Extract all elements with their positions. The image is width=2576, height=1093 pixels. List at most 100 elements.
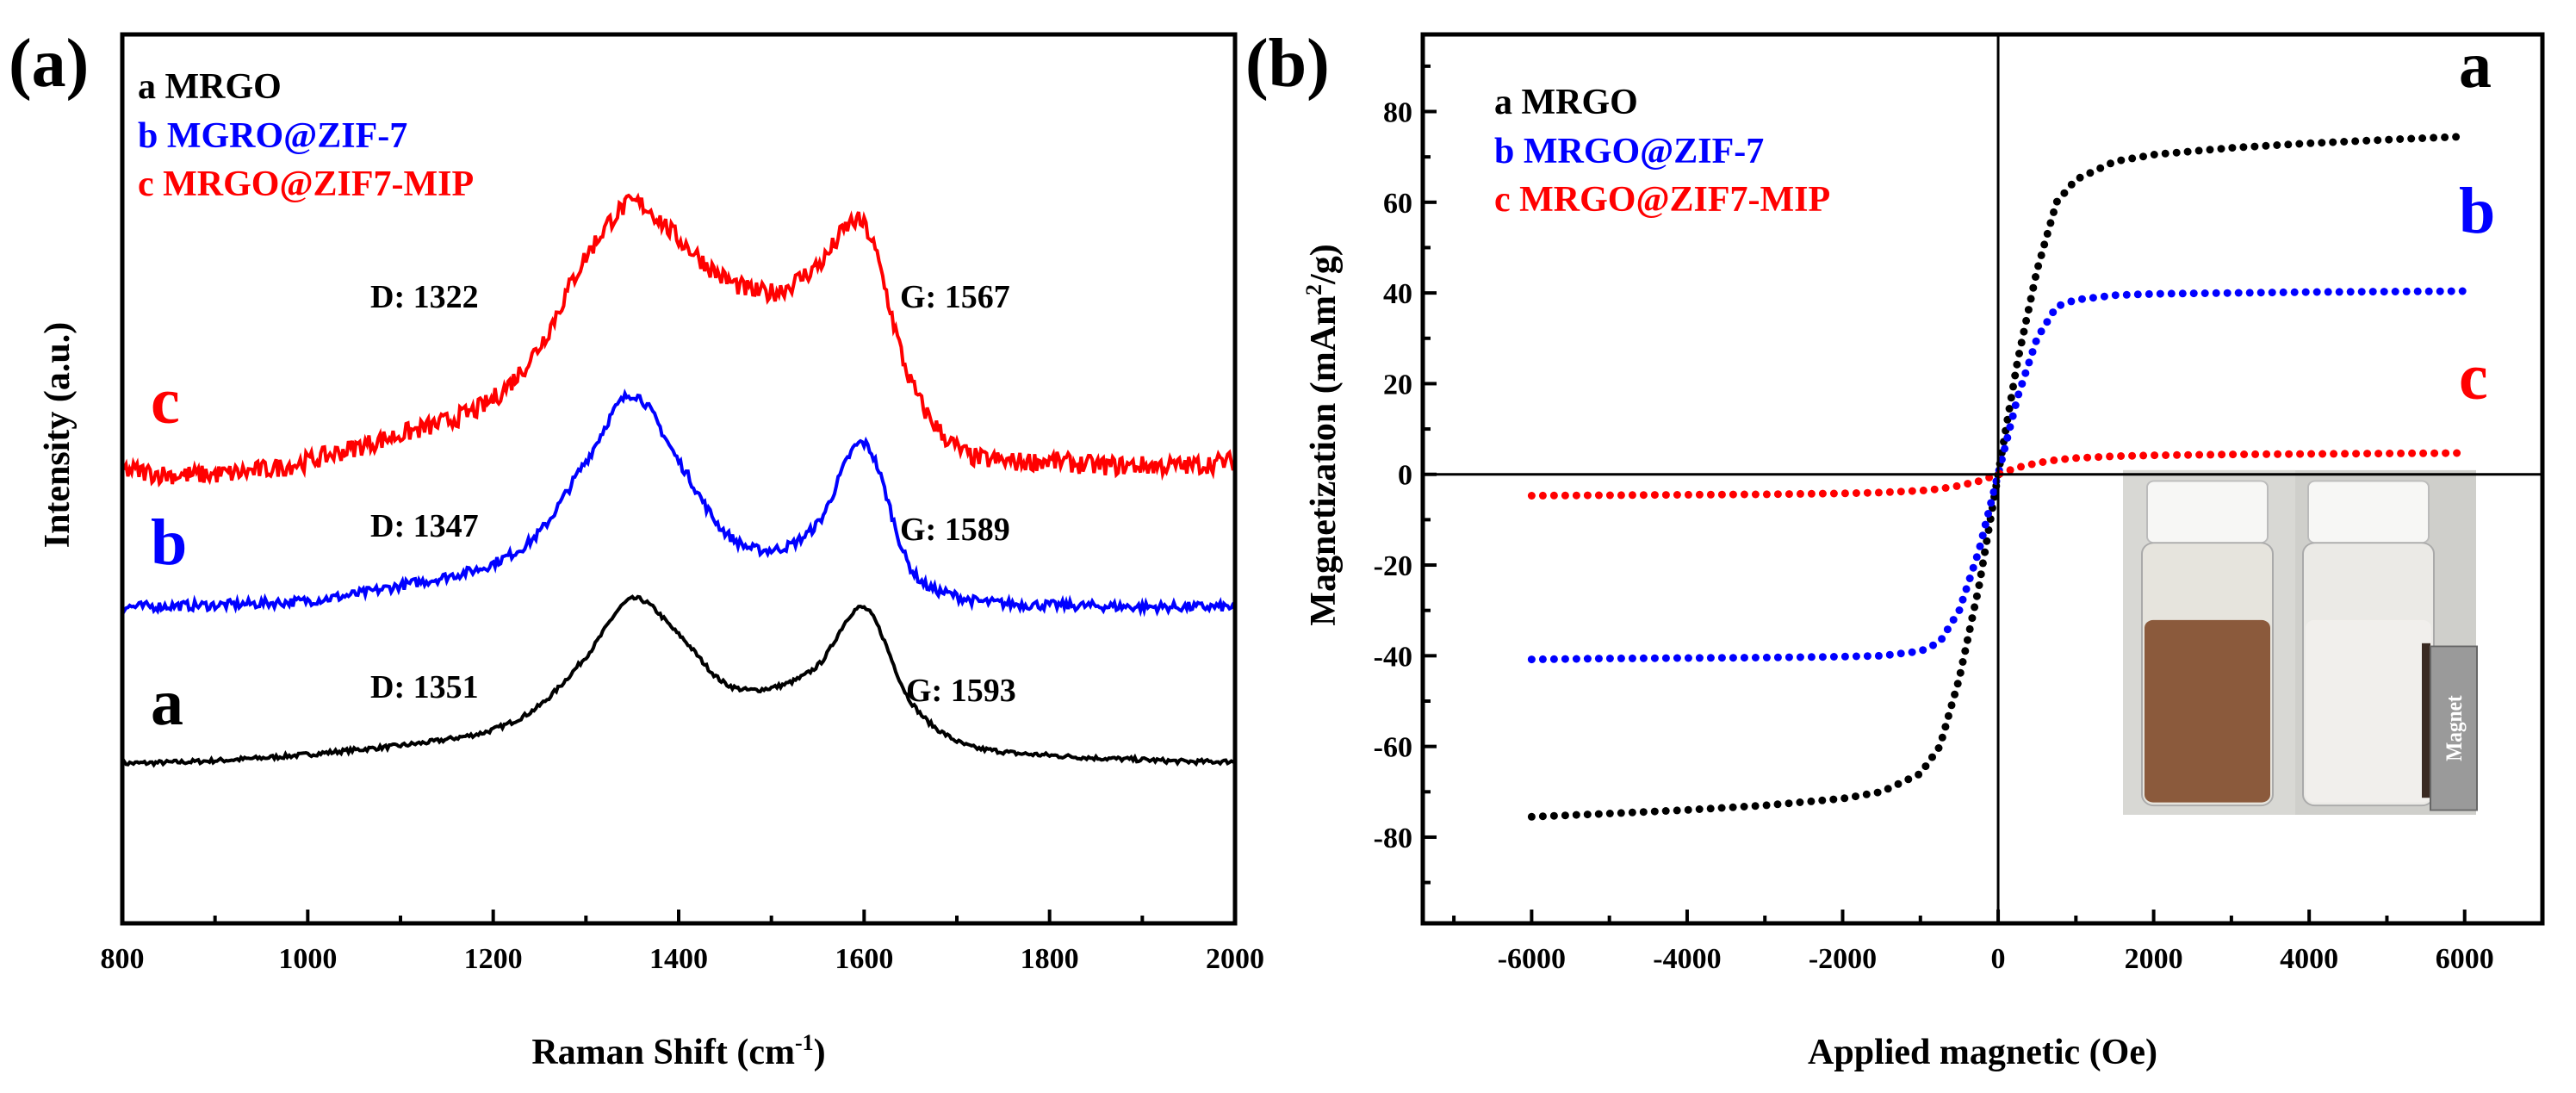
magnetization-point-b — [1762, 653, 1771, 661]
magnetization-point-c — [2195, 450, 2204, 459]
magnetization-point-b — [1572, 655, 1580, 663]
magnetization-point-a — [2183, 147, 2192, 156]
magnetization-point-b — [2156, 289, 2164, 298]
annotation-b-d: D: 1347 — [370, 508, 479, 544]
magnetization-point-c — [1650, 491, 1659, 500]
magnetization-point-c — [1773, 490, 1782, 499]
magnetization-point-a — [1695, 805, 1704, 813]
magnetization-point-c — [2240, 450, 2249, 458]
magnetization-point-a — [1796, 798, 1804, 806]
magnetization-point-a — [2032, 273, 2039, 281]
magnetization-point-a — [2239, 143, 2248, 152]
legend-b-c: c MRGO@ZIF7-MIP — [1494, 180, 1830, 220]
magnet-block — [2430, 645, 2478, 811]
y-tick-label: -80 — [1374, 823, 1412, 854]
magnetization-point-c — [2341, 450, 2349, 458]
magnetization-point-b — [1874, 651, 1883, 660]
legend-b: b MGRO@ZIF-7 — [138, 116, 407, 156]
magnetization-point-c — [1964, 480, 1972, 488]
magnetization-point-a — [1527, 812, 1536, 821]
magnetization-point-b — [1818, 653, 1827, 661]
magnetization-point-b — [1773, 653, 1782, 661]
panel-a-raman: (a) 800 1000 1200 1400 1600 1800 2000 a MRGO b… — [9, 26, 1264, 1072]
panel-b-ticks: -6000 -4000 -2000 0 2000 4000 6000 -80 -60 -40 -20… — [1374, 64, 2544, 975]
panel-a-label: (a) — [9, 26, 89, 102]
magnetization-point-b — [2145, 289, 2153, 298]
magnetization-point-b — [2003, 433, 2012, 442]
magnetization-point-a — [1978, 559, 1987, 568]
magnetization-point-a — [2024, 306, 2033, 314]
magnetization-point-c — [2083, 453, 2092, 462]
magnetization-point-c — [1706, 490, 1715, 499]
magnetization-point-c — [1874, 488, 1883, 497]
magnetization-point-b — [1984, 510, 1992, 518]
magnetization-point-a — [1953, 680, 1962, 688]
magnetization-point-b — [1650, 654, 1659, 662]
magnetization-point-b — [1919, 646, 1927, 655]
magnetization-point-a — [2262, 141, 2270, 150]
magnetization-point-b — [1785, 653, 1793, 661]
magnetization-point-a — [2351, 137, 2360, 146]
magnetization-point-c — [1785, 490, 1793, 499]
magnetization-point-a — [2250, 142, 2259, 151]
magnetization-point-c — [1628, 491, 1636, 500]
magnetization-point-c — [1762, 490, 1771, 499]
magnetization-point-a — [1561, 811, 1569, 820]
magnetization-point-a — [2172, 148, 2181, 157]
magnetization-point-a — [1650, 807, 1659, 816]
y-tick-label: -20 — [1374, 550, 1412, 582]
magnetization-point-a — [1605, 810, 1614, 817]
series-label-a: a — [151, 667, 183, 739]
magnetization-point-a — [2013, 360, 2021, 369]
magnetization-point-c — [1673, 491, 1681, 499]
magnetization-point-a — [2017, 338, 2026, 347]
magnetization-point-c — [2072, 454, 2081, 463]
magnetization-point-c — [1572, 491, 1580, 500]
magnetization-point-b — [2006, 423, 2014, 432]
vial-cap-left — [2146, 480, 2269, 544]
magnetization-point-a — [1904, 775, 1913, 784]
magnetization-point-a — [1639, 808, 1648, 817]
magnetization-point-b — [2133, 290, 2142, 299]
magnetization-point-a — [1884, 785, 1892, 793]
magnetization-point-b — [2100, 292, 2108, 301]
magnetization-point-b — [2167, 289, 2176, 298]
magnetization-point-a — [2107, 159, 2114, 168]
magnetization-point-a — [1975, 581, 1983, 589]
magnetization-point-a — [2150, 151, 2158, 158]
magnetization-point-a — [2217, 145, 2225, 153]
magnetization-point-b — [2078, 295, 2086, 303]
magnetization-point-c — [1941, 484, 1950, 492]
magnetization-point-b — [1949, 616, 1958, 624]
magnetization-point-a — [2043, 229, 2051, 238]
magnetization-point-c — [1549, 491, 1558, 500]
magnetization-point-a — [2015, 350, 2023, 357]
magnetization-point-b — [1684, 654, 1692, 662]
magnetization-point-b — [1943, 625, 1952, 634]
magnetization-point-a — [1956, 668, 1965, 677]
magnetization-point-a — [2407, 134, 2416, 143]
magnetization-point-a — [1684, 805, 1692, 814]
magnetization-point-c — [1684, 490, 1692, 499]
magnetization-point-b — [1673, 654, 1681, 662]
legend-b-b: b MRGO@ZIF-7 — [1494, 132, 1764, 171]
magnetization-point-c — [2106, 452, 2114, 461]
magnetization-point-a — [1928, 753, 1936, 761]
magnetization-point-a — [1594, 810, 1603, 818]
y-tick-label: -40 — [1374, 641, 1412, 673]
magnetization-point-c — [2251, 450, 2260, 458]
magnetization-point-b — [2324, 288, 2332, 296]
y-tick-label: 80 — [1383, 97, 1412, 129]
magnetization-point-a — [2441, 133, 2449, 141]
magnetization-point-c — [1695, 490, 1704, 499]
magnetization-point-b — [2234, 289, 2243, 297]
magnetization-point-c — [2296, 450, 2305, 458]
magnetization-point-b — [1829, 653, 1838, 661]
magnetization-point-c — [2352, 450, 2361, 458]
magnetization-point-b — [1661, 654, 1670, 662]
magnetization-point-c — [1829, 489, 1838, 498]
magnetization-point-c — [2151, 451, 2159, 460]
magnet-label: Magnet — [2443, 695, 2467, 761]
raman-line-b — [121, 388, 1237, 618]
magnetization-point-b — [2049, 308, 2058, 317]
